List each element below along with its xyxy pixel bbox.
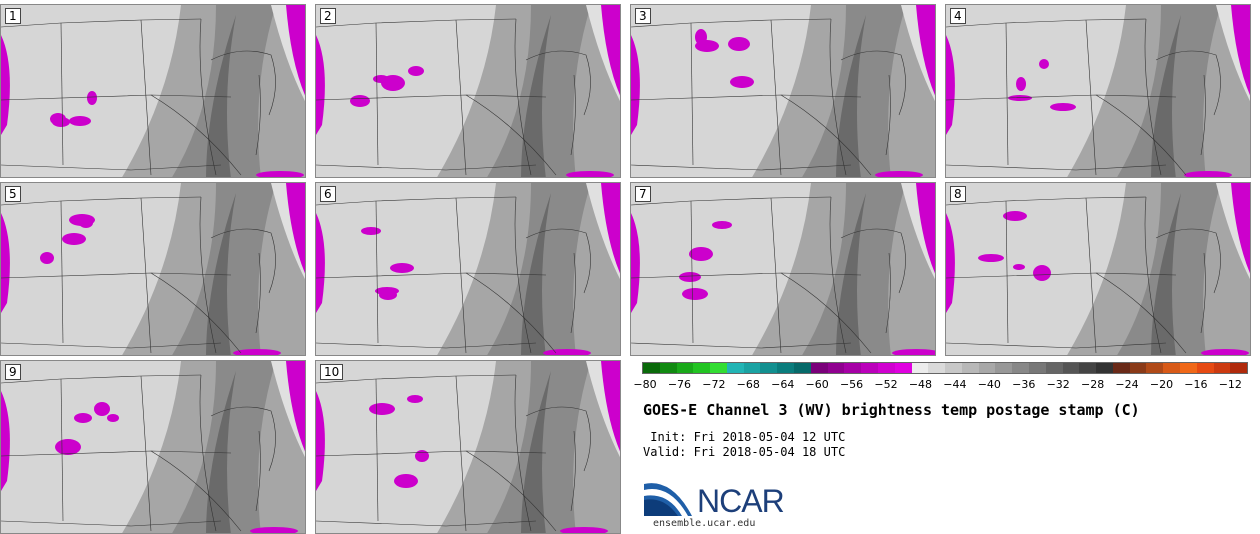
colorbar-swatch (659, 363, 677, 373)
colorbar-swatch (743, 363, 761, 373)
colorbar-tick-label: −52 (874, 378, 898, 391)
colorbar-tick-label: −28 (1081, 378, 1105, 391)
forecast-panel-6: 6 (315, 182, 621, 356)
forecast-panel-9: 9 (0, 360, 306, 534)
panel-label: 5 (5, 186, 21, 202)
forecast-panel-2: 2 (315, 4, 621, 178)
colorbar-swatch (810, 363, 828, 373)
colorbar-swatch (760, 363, 778, 373)
site-url[interactable]: ensemble.ucar.edu (653, 518, 756, 529)
colorbar-swatch (995, 363, 1013, 373)
colorbar-tick-label: −16 (1184, 378, 1208, 391)
colorbar-swatch (1012, 363, 1029, 373)
panel-label: 6 (320, 186, 336, 202)
colorbar-swatch (693, 363, 711, 373)
colorbar-swatch (1096, 363, 1113, 373)
forecast-panel-10: 10 (315, 360, 621, 534)
panel-label: 10 (320, 364, 344, 380)
panel-label: 7 (635, 186, 651, 202)
forecast-panel-5: 5 (0, 182, 306, 356)
colorbar-swatch (643, 363, 660, 373)
colorbar-swatch (710, 363, 727, 373)
colorbar-tick-label: −48 (908, 378, 933, 391)
colorbar-swatch (928, 363, 946, 373)
colorbar-ticks: −80 −76 −72 −68 −64 −60 −56 −52 −48 −44 −40 −36 −32−… (633, 378, 1248, 392)
colorbar-swatch (1180, 363, 1197, 373)
ncar-logo-text: NCAR (697, 483, 785, 519)
colorbar-swatch (726, 363, 744, 373)
colorbar-swatch (1230, 363, 1248, 373)
forecast-panel-1: 1 (0, 4, 306, 178)
colorbar-tick-label: −20 (1149, 378, 1174, 391)
colorbar-tick-label: −80 (633, 378, 657, 391)
colorbar-swatch (1112, 363, 1130, 373)
colorbar-swatch (1028, 363, 1046, 373)
colorbar-swatch (1079, 363, 1097, 373)
colorbar-swatch (844, 363, 862, 373)
colorbar-swatch (961, 363, 979, 373)
colorbar-swatch (894, 363, 912, 373)
colorbar-swatch (1146, 363, 1164, 373)
figure-title: GOES-E Channel 3 (WV) brightness temp po… (643, 401, 1140, 419)
panel-label: 3 (635, 8, 651, 24)
colorbar-swatch (978, 363, 996, 373)
colorbar-tick-label: −68 (736, 378, 760, 391)
ncar-logo-icon (644, 483, 692, 516)
colorbar-tick-label: −32 (1046, 378, 1070, 391)
colorbar-tick-label: −36 (1012, 378, 1036, 391)
valid-time: Valid: Fri 2018-05-04 18 UTC (643, 445, 846, 459)
forecast-panel-8: 8 (945, 182, 1251, 356)
colorbar-tick-label: −76 (667, 378, 692, 391)
colorbar-swatch (877, 363, 895, 373)
forecast-panel-4: 4 (945, 4, 1251, 178)
colorbar-swatch (1045, 363, 1063, 373)
colorbar-swatch (1196, 363, 1214, 373)
colorbar-swatch (827, 363, 845, 373)
forecast-panel-7: 7 (630, 182, 936, 356)
forecast-panel-3: 3 (630, 4, 936, 178)
colorbar-swatch (676, 363, 694, 373)
colorbar-swatch (945, 363, 962, 373)
colorbar-swatch (777, 363, 795, 373)
colorbar-tick-label: −40 (977, 378, 1001, 391)
colorbar-tick-label: −64 (771, 378, 795, 391)
panel-label: 2 (320, 8, 336, 24)
colorbar-swatch (861, 363, 878, 373)
colorbar-tick-label: −72 (702, 378, 726, 391)
init-time: Init: Fri 2018-05-04 12 UTC (643, 430, 846, 444)
colorbar-swatch (794, 363, 811, 373)
colorbar-swatch (911, 363, 929, 373)
colorbar (642, 362, 1248, 374)
panel-label: 9 (5, 364, 21, 380)
panel-label: 8 (950, 186, 966, 202)
panel-label: 1 (5, 8, 21, 24)
colorbar-swatch (1163, 363, 1180, 373)
colorbar-swatch (1062, 363, 1080, 373)
colorbar-tick-label: −24 (1115, 378, 1139, 391)
colorbar-swatch (1129, 363, 1147, 373)
colorbar-tick-label: −60 (805, 378, 829, 391)
colorbar-tick-label: −56 (839, 378, 864, 391)
colorbar-swatch (1213, 363, 1231, 373)
colorbar-tick-label: −44 (943, 378, 967, 391)
colorbar-tick-label: −12 (1218, 378, 1242, 391)
panel-label: 4 (950, 8, 966, 24)
